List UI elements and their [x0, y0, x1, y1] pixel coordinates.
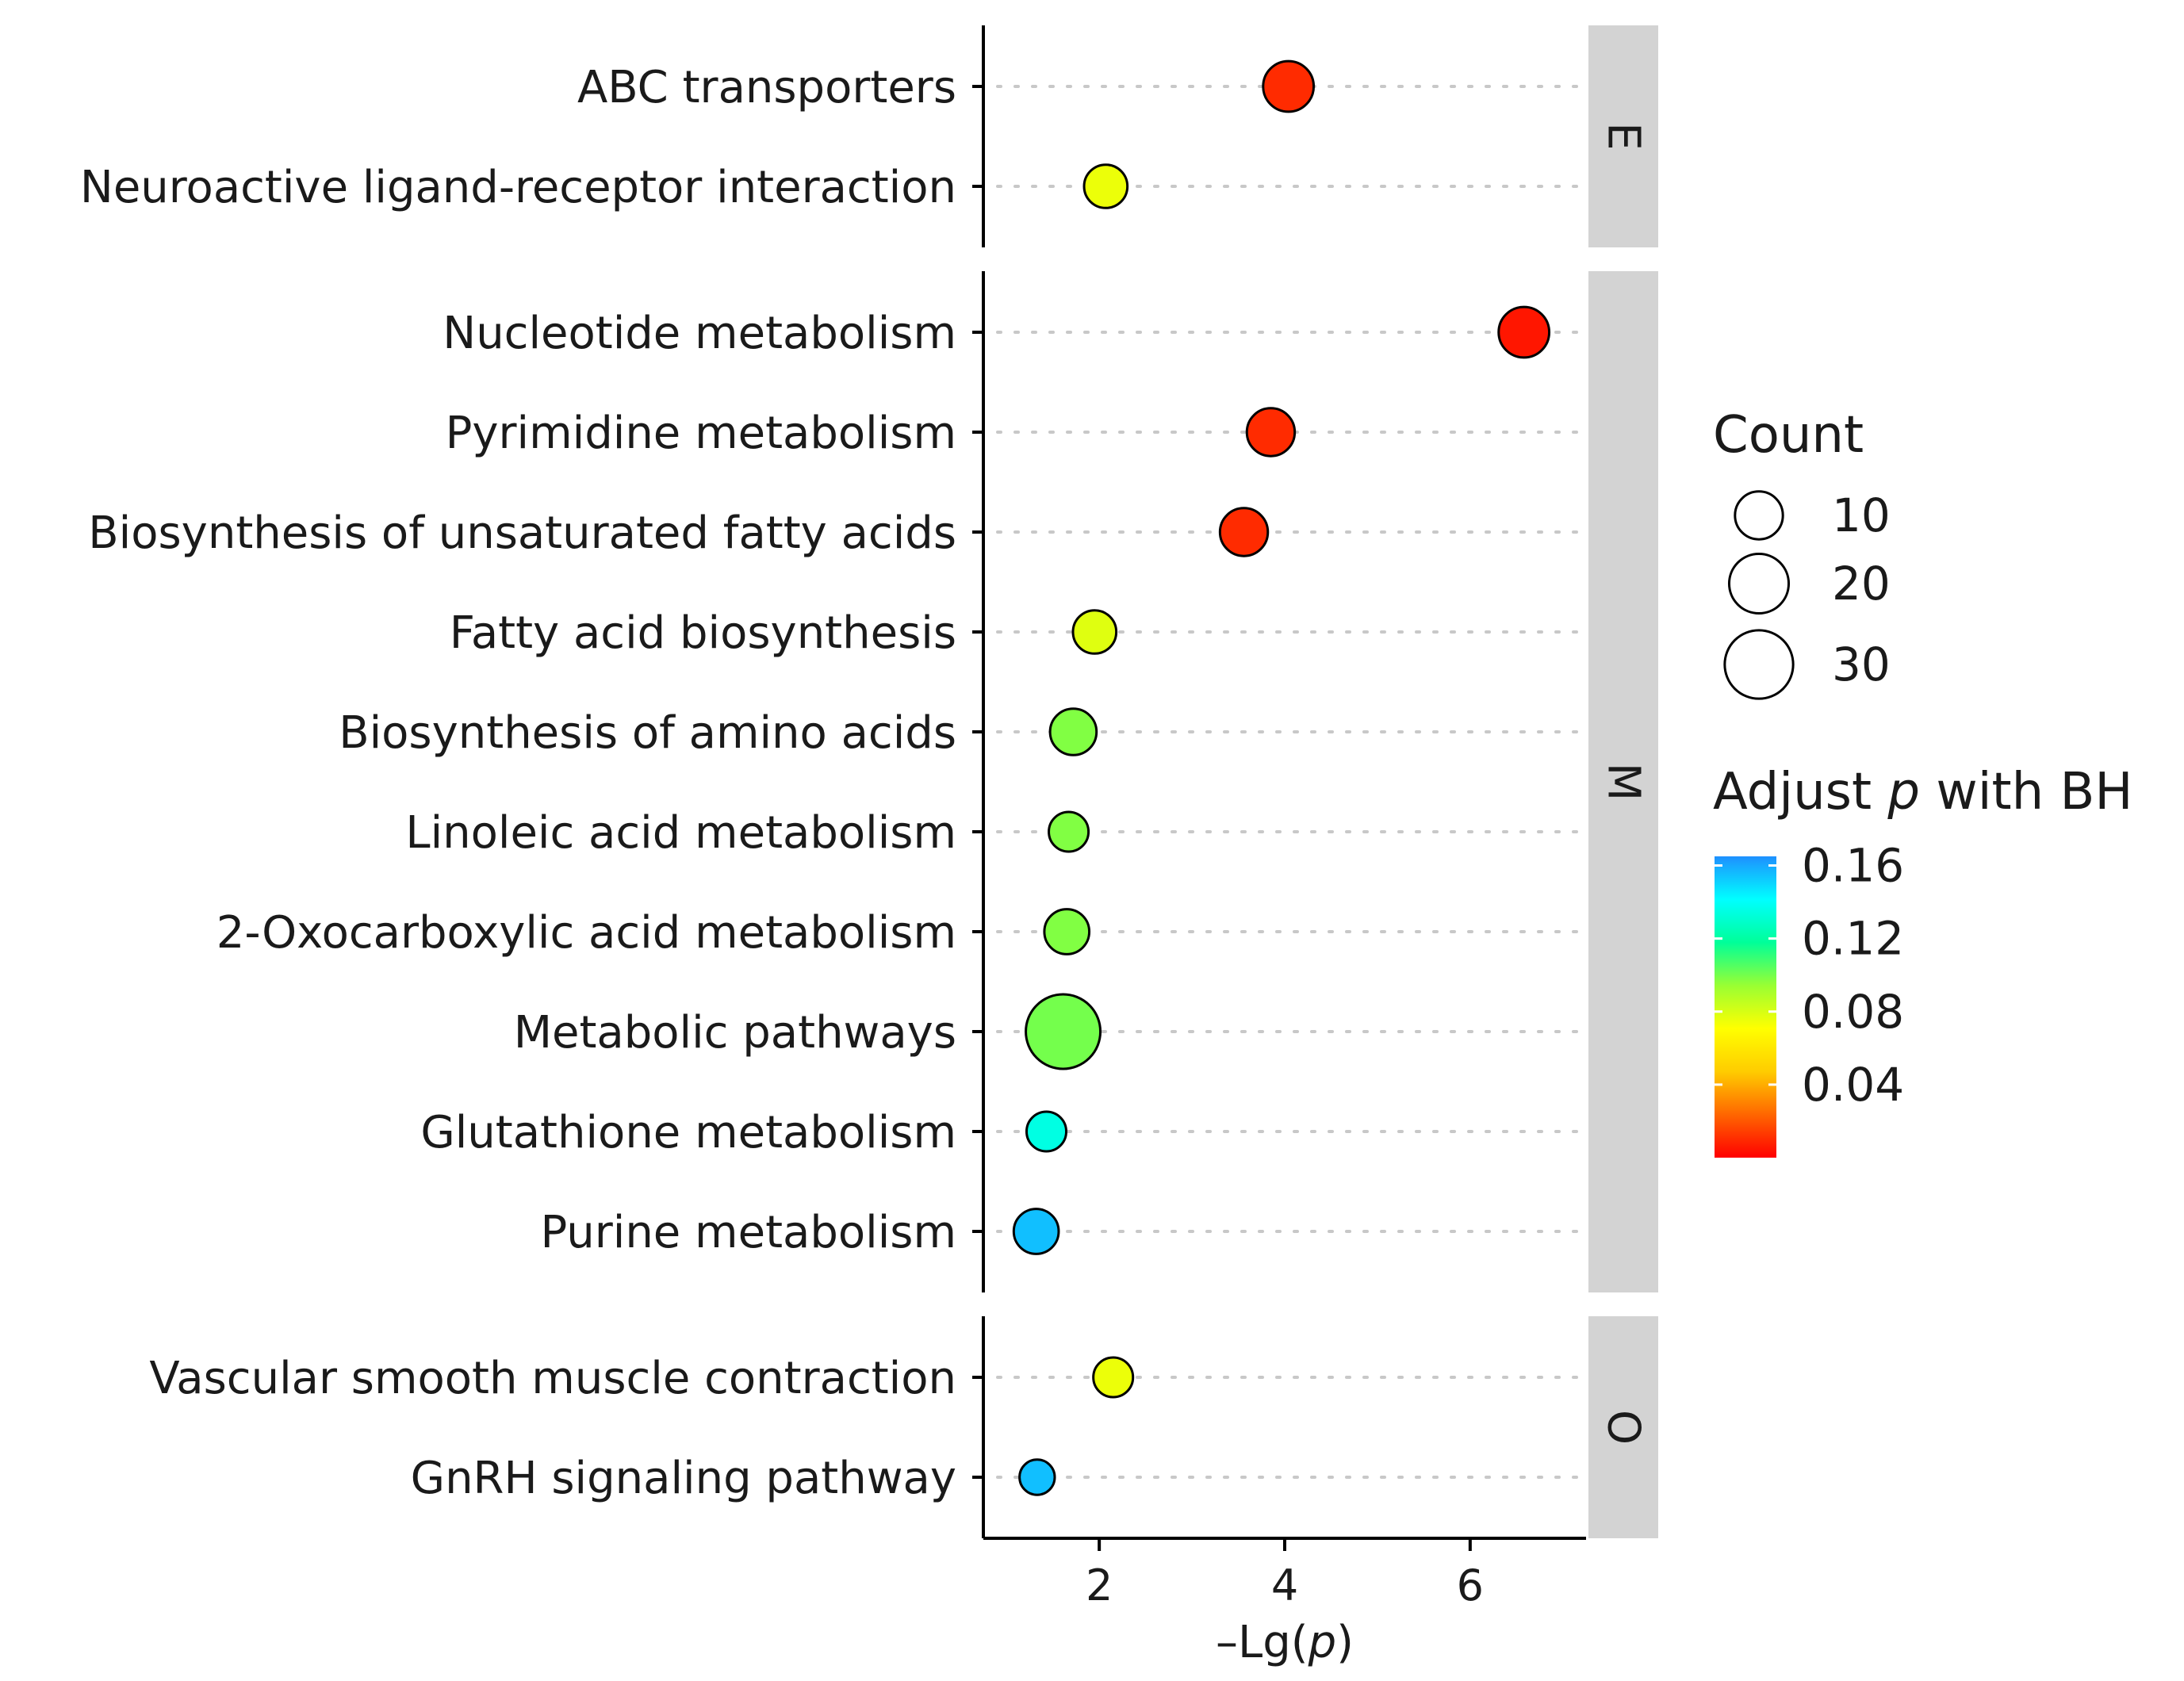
y-category-label: Metabolic pathways [514, 1007, 956, 1059]
facet-strip [1588, 25, 1658, 247]
facet-strip [1588, 1316, 1658, 1538]
y-category-label: Fatty acid biosynthesis [450, 607, 956, 659]
color-legend-title: Adjust p with BH [1713, 763, 2133, 821]
facet-strip-label: M [1598, 763, 1649, 801]
legend: Count 10 20 30 Adjust p with BH 0.16 0.12 0.… [1713, 406, 2133, 1158]
facet-strip-label: E [1598, 122, 1649, 150]
data-point: Purine metabolism [1012, 1208, 1060, 1255]
y-category-label: Linoleic acid metabolism [405, 807, 956, 859]
data-point: Pyrimidine metabolism [1245, 407, 1297, 458]
data-point: Neuroactive ligand-receptor interaction [1082, 163, 1129, 209]
x-tick-label: 6 [1457, 1560, 1484, 1610]
facet-panel-o: Vascular smooth muscle contraction Vascul… [149, 1316, 1658, 1538]
data-point: ABC transporters [1262, 59, 1316, 113]
y-category-label: Nucleotide metabolism [443, 308, 956, 359]
y-category-label: ABC transporters [577, 62, 956, 113]
size-legend-title: Count [1713, 406, 1864, 465]
facet-strip-label: O [1598, 1410, 1649, 1445]
y-category-label: Biosynthesis of amino acids [339, 707, 956, 759]
data-point: GnRH signaling pathway [1018, 1458, 1056, 1496]
y-category-label: 2-Oxocarboxylic acid metabolism [216, 907, 956, 959]
color-legend-label: 0.08 [1802, 985, 1904, 1039]
data-point: Biosynthesis of amino acids [1048, 707, 1098, 756]
x-tick-label: 2 [1086, 1560, 1113, 1610]
color-legend-label: 0.04 [1802, 1058, 1904, 1112]
y-category-label: Pyrimidine metabolism [446, 408, 956, 459]
data-point: 2-Oxocarboxylic acid metabolism [1043, 908, 1091, 955]
data-point: Linoleic acid metabolism [1048, 810, 1090, 853]
data-point: Nucleotide metabolism [1497, 305, 1551, 359]
size-legend-label: 30 [1832, 638, 1891, 691]
y-category-label: Biosynthesis of unsaturated fatty acids [88, 507, 956, 559]
y-category-label: Purine metabolism [540, 1207, 956, 1258]
facet-panel-e: ABC transporters ABC transporters Neuroact… [80, 25, 1658, 247]
facet-panel-m: Nucleotide metabolism Nucleotide metaboli… [88, 271, 1658, 1292]
data-point: Metabolic pathways [1025, 993, 1102, 1070]
x-axis-title: –Lg(p) [1216, 1617, 1354, 1668]
y-category-label: Glutathione metabolism [420, 1107, 956, 1158]
color-legend-label: 0.12 [1802, 912, 1904, 966]
facet-strip [1588, 271, 1658, 1292]
y-category-label: Neuroactive ligand-receptor interaction [80, 162, 956, 213]
size-legend-key [1727, 552, 1791, 615]
color-legend-label: 0.16 [1802, 839, 1904, 893]
data-point: Glutathione metabolism [1025, 1110, 1068, 1153]
data-point: Biosynthesis of unsaturated fatty acids [1218, 507, 1270, 557]
data-point: Fatty acid biosynthesis [1071, 609, 1118, 655]
size-legend-key [1723, 629, 1795, 700]
size-legend-label: 20 [1832, 557, 1891, 611]
y-category-label: GnRH signaling pathway [411, 1453, 956, 1504]
size-legend-key [1734, 490, 1784, 541]
data-point: Vascular smooth muscle contraction [1092, 1356, 1135, 1399]
size-legend-label: 10 [1832, 488, 1891, 542]
x-tick-label: 4 [1271, 1560, 1298, 1610]
color-bar [1715, 856, 1776, 1158]
y-category-label: Vascular smooth muscle contraction [149, 1353, 956, 1404]
